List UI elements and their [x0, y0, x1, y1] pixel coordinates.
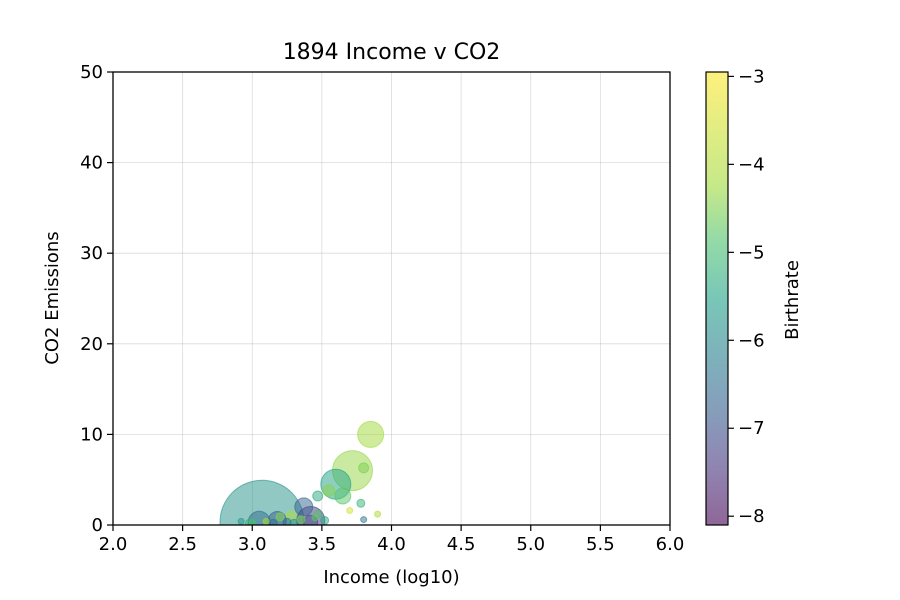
data-point	[320, 515, 330, 525]
data-point	[346, 507, 354, 515]
data-point	[312, 490, 324, 502]
data-point	[360, 516, 368, 524]
data-point	[275, 512, 285, 522]
colorbar-tick-label: −7	[738, 418, 765, 439]
x-axis-ticks: 2.0 2.5 3.0 3.5 4.0 4.5 5.0 5.5 6.0	[99, 525, 685, 555]
x-axis-label: Income (log10)	[323, 567, 459, 588]
x-tick-label: 3.0	[238, 534, 267, 555]
data-point	[248, 518, 256, 525]
data-point	[357, 420, 385, 448]
data-point	[294, 497, 314, 517]
x-tick-label: 2.5	[168, 534, 197, 555]
y-axis-ticks: 0 10 20 30 40 50	[80, 62, 113, 536]
y-tick-label: 30	[80, 243, 103, 264]
data-point	[334, 487, 352, 505]
data-point	[356, 498, 366, 508]
data-point	[374, 510, 382, 518]
x-tick-label: 2.0	[99, 534, 128, 555]
y-tick-label: 10	[80, 424, 103, 445]
y-axis-label: CO2 Emissions	[42, 231, 63, 364]
colorbar-ticks: −3 −4 −5 −6 −7 −8	[728, 66, 765, 527]
colorbar-tick-label: −4	[738, 154, 765, 175]
data-points	[219, 420, 385, 525]
y-tick-label: 50	[80, 62, 103, 83]
y-tick-label: 0	[92, 515, 103, 536]
data-point	[296, 515, 306, 525]
colorbar-tick-label: −8	[738, 506, 765, 527]
y-tick-label: 20	[80, 334, 103, 355]
data-point	[237, 517, 245, 525]
x-tick-label: 4.0	[377, 534, 406, 555]
y-tick-label: 40	[80, 153, 103, 174]
x-tick-label: 5.0	[516, 534, 545, 555]
x-tick-label: 6.0	[656, 534, 685, 555]
data-point	[289, 518, 299, 525]
x-tick-label: 3.5	[308, 534, 337, 555]
x-tick-label: 4.5	[447, 534, 476, 555]
colorbar-tick-label: −5	[738, 242, 765, 263]
colorbar	[705, 71, 729, 526]
colorbar-tick-label: −6	[738, 330, 765, 351]
x-tick-label: 5.5	[586, 534, 615, 555]
data-point	[311, 514, 319, 522]
data-point	[322, 484, 336, 498]
grid-lines	[112, 71, 671, 526]
chart-title: 1894 Income v CO2	[283, 40, 501, 65]
data-point	[268, 518, 278, 525]
colorbar-label: Birthrate	[782, 260, 803, 340]
colorbar-tick-label: −3	[738, 66, 765, 87]
data-point	[358, 462, 370, 474]
data-point	[262, 517, 270, 525]
